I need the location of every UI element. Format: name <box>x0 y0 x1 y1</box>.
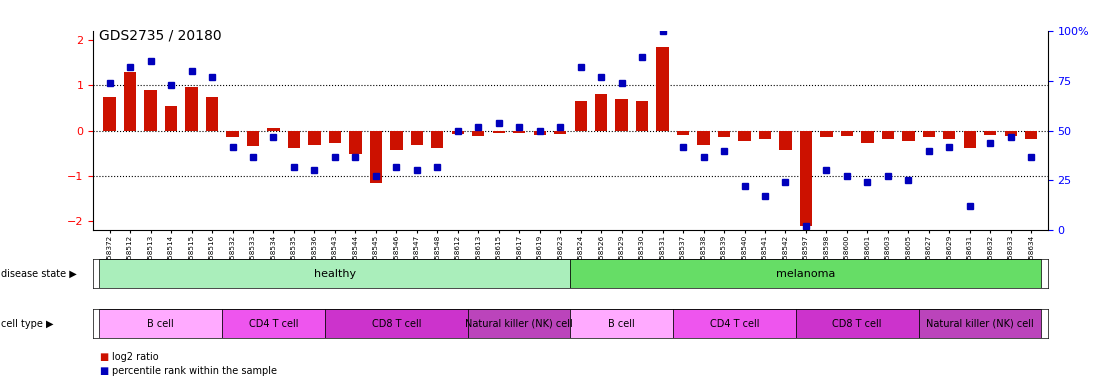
Bar <box>656 46 669 131</box>
Bar <box>247 131 259 146</box>
Bar <box>759 131 771 139</box>
Bar <box>287 131 301 148</box>
Bar <box>882 131 894 139</box>
Bar <box>800 131 812 226</box>
Text: healthy: healthy <box>314 268 357 279</box>
Text: CD8 T cell: CD8 T cell <box>833 318 882 329</box>
Text: melanoma: melanoma <box>777 268 836 279</box>
Bar <box>1005 131 1017 136</box>
Bar <box>636 101 648 131</box>
Text: log2 ratio: log2 ratio <box>112 352 159 362</box>
Text: B cell: B cell <box>147 318 174 329</box>
Text: Natural killer (NK) cell: Natural killer (NK) cell <box>926 318 1034 329</box>
Text: ■: ■ <box>99 366 108 376</box>
Bar <box>738 131 750 141</box>
Bar <box>308 131 320 145</box>
Bar <box>268 128 280 131</box>
Bar <box>821 131 833 137</box>
Bar <box>431 131 443 148</box>
Bar <box>226 131 239 137</box>
Text: disease state ▶: disease state ▶ <box>1 268 77 279</box>
Bar <box>943 131 955 139</box>
Text: B cell: B cell <box>608 318 635 329</box>
Text: CD8 T cell: CD8 T cell <box>372 318 421 329</box>
Bar <box>795 309 918 338</box>
Bar <box>100 309 223 338</box>
Bar <box>325 309 468 338</box>
Bar <box>717 131 731 137</box>
Bar <box>570 309 672 338</box>
Bar <box>672 309 795 338</box>
Bar <box>779 131 792 150</box>
Bar <box>902 131 915 141</box>
Text: CD4 T cell: CD4 T cell <box>249 318 298 329</box>
Bar <box>468 309 570 338</box>
Bar <box>100 259 570 288</box>
Bar <box>923 131 935 137</box>
Bar <box>615 99 627 131</box>
Bar <box>533 131 546 135</box>
Bar <box>472 131 485 136</box>
Bar <box>595 94 608 131</box>
Bar <box>840 131 853 136</box>
Bar <box>410 131 423 145</box>
Bar <box>918 309 1041 338</box>
Bar <box>124 71 136 131</box>
Bar <box>370 131 382 183</box>
Text: ■: ■ <box>99 352 108 362</box>
Bar <box>677 131 689 135</box>
Bar <box>984 131 996 135</box>
Bar <box>861 131 873 143</box>
Bar <box>185 88 197 131</box>
Bar <box>452 131 464 134</box>
Bar <box>1025 131 1038 139</box>
Bar <box>206 96 218 131</box>
Bar <box>963 131 976 148</box>
Bar <box>223 309 325 338</box>
Text: Natural killer (NK) cell: Natural killer (NK) cell <box>465 318 573 329</box>
Bar <box>165 106 178 131</box>
Text: CD4 T cell: CD4 T cell <box>710 318 759 329</box>
Bar <box>554 131 566 134</box>
Bar <box>570 259 1041 288</box>
Text: percentile rank within the sample: percentile rank within the sample <box>112 366 276 376</box>
Bar <box>493 131 505 133</box>
Bar <box>575 101 587 131</box>
Text: cell type ▶: cell type ▶ <box>1 318 54 329</box>
Bar <box>103 96 116 131</box>
Bar <box>349 131 362 154</box>
Bar <box>145 90 157 131</box>
Bar <box>698 131 710 145</box>
Bar <box>329 131 341 143</box>
Bar <box>513 131 525 133</box>
Bar <box>391 131 403 150</box>
Text: GDS2735 / 20180: GDS2735 / 20180 <box>99 28 222 42</box>
